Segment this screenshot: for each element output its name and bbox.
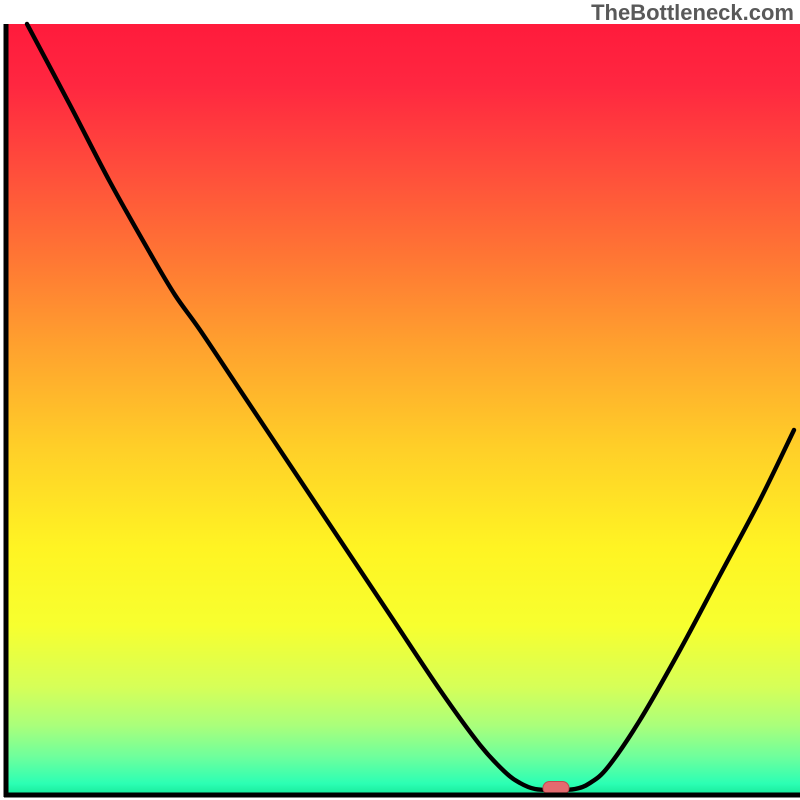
watermark-text: TheBottleneck.com bbox=[591, 0, 794, 26]
gradient-background bbox=[7, 24, 800, 795]
bottleneck-chart-svg bbox=[0, 0, 800, 800]
chart-stage: TheBottleneck.com bbox=[0, 0, 800, 800]
